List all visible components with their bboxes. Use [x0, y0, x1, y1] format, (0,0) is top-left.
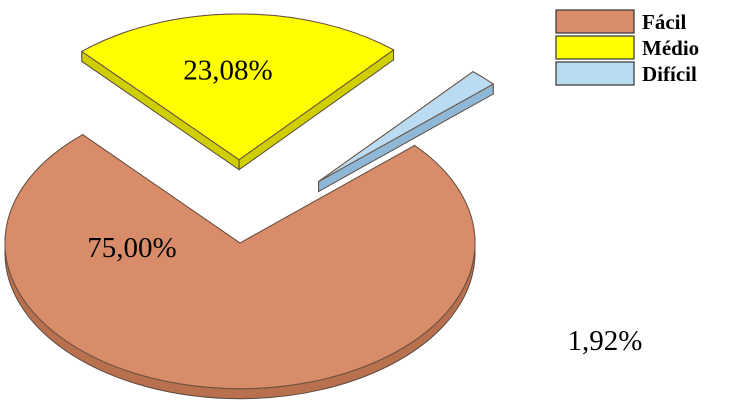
legend-item: Médio	[555, 35, 699, 60]
legend-label: Médio	[642, 36, 699, 60]
legend-swatch	[555, 61, 635, 86]
data-label-0: 75,00%	[87, 232, 176, 264]
legend-swatch	[555, 35, 635, 60]
data-label-1: 23,08%	[183, 54, 272, 86]
data-label-2: 1,92%	[568, 325, 643, 357]
pie-slice-facil	[4, 133, 476, 400]
legend-swatch	[555, 9, 635, 34]
legend-label: Fácil	[642, 10, 686, 34]
data-labels: 75,00% 23,08% 1,92%	[87, 54, 642, 357]
pie-slices	[4, 13, 495, 400]
legend-label: Difícil	[642, 62, 697, 86]
pie-slice-dificil	[318, 70, 495, 193]
pie-slice-medio	[80, 13, 395, 171]
legend-item: Difícil	[555, 61, 697, 86]
legend-item: Fácil	[555, 9, 686, 34]
